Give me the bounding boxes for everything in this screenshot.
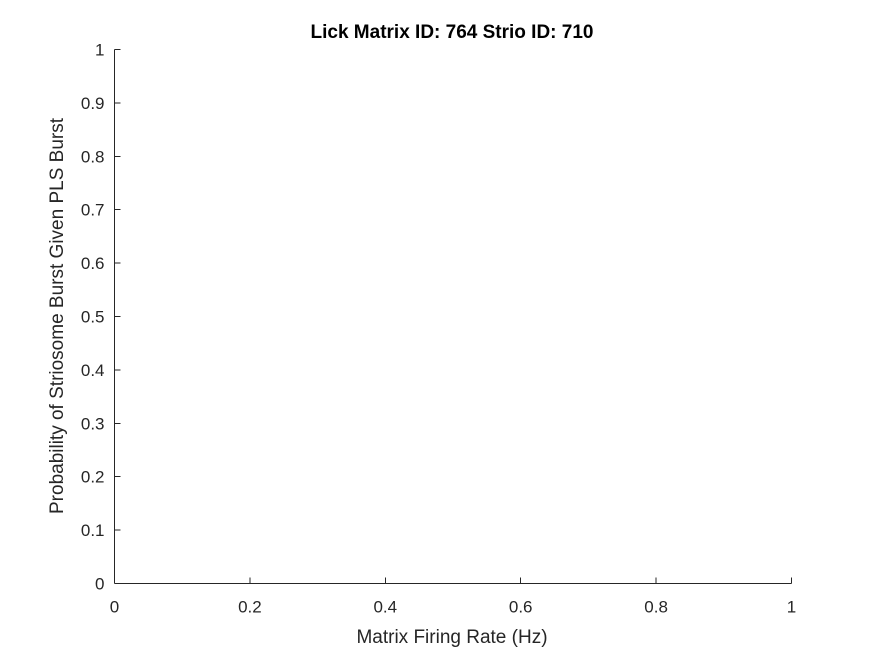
y-tick-label: 1 [95, 41, 104, 60]
x-tick-label: 1 [787, 598, 796, 617]
y-tick-label: 0.5 [81, 308, 105, 327]
y-tick-label: 0.1 [81, 521, 105, 540]
x-ticks: 0 0.2 0.4 0.6 0.8 1 [110, 577, 796, 617]
x-tick-label: 0.8 [644, 598, 668, 617]
x-tick-label: 0 [110, 598, 119, 617]
y-tick-label: 0.7 [81, 201, 105, 220]
y-tick-label: 0.9 [81, 94, 105, 113]
y-tick-label: 0.4 [81, 361, 105, 380]
y-axis-label: Probability of Striosome Burst Given PLS… [47, 117, 68, 514]
x-tick-label: 0.4 [373, 598, 397, 617]
x-tick-label: 0.2 [238, 598, 262, 617]
y-tick-label: 0 [95, 575, 104, 594]
y-tick-label: 0.6 [81, 254, 105, 273]
x-tick-label: 0.6 [509, 598, 533, 617]
x-axis-label: Matrix Firing Rate (Hz) [356, 627, 547, 648]
y-tick-label: 0.3 [81, 414, 105, 433]
chart-title: Lick Matrix ID: 764 Strio ID: 710 [311, 22, 594, 43]
y-ticks: 0 0.1 0.2 0.3 0.4 0.5 0.6 0.7 0.8 0.9 1 [81, 41, 121, 594]
y-tick-label: 0.2 [81, 468, 105, 487]
y-tick-label: 0.8 [81, 147, 105, 166]
